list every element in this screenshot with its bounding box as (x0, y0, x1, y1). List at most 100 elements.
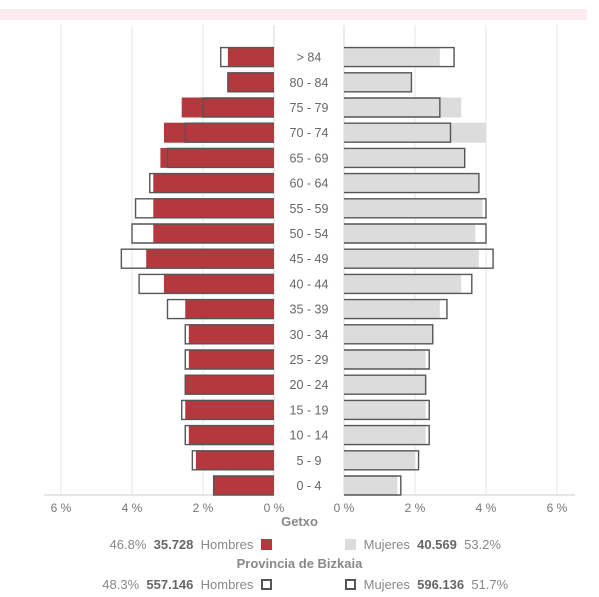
outline-province-women (344, 147, 466, 169)
outline-province-women (344, 298, 448, 320)
bar-getxo-women (344, 97, 462, 118)
legend-getxo-women-pct: 53.2% (464, 537, 501, 552)
bar-getxo-men (185, 299, 274, 320)
bar-getxo-men (188, 324, 274, 345)
outline-province-men (131, 223, 274, 244)
age-group-label: 75 - 79 (290, 101, 329, 115)
bar-getxo-women (344, 173, 479, 194)
age-group-label: 25 - 29 (290, 353, 329, 367)
outline-province-women (344, 46, 455, 68)
legend-province-men-swatch[interactable] (261, 579, 272, 590)
age-group-label: 5 - 9 (296, 454, 321, 468)
legend-province-women-swatch[interactable] (345, 579, 356, 590)
legend-getxo-women-count: 40.569 (417, 537, 457, 552)
age-group-label: 10 - 14 (290, 429, 329, 443)
bar-getxo-men (146, 248, 274, 269)
bar-getxo-women (344, 147, 465, 168)
outline-province-men (134, 198, 274, 219)
legend-getxo-women-swatch[interactable] (345, 539, 356, 550)
bar-getxo-women (344, 72, 412, 93)
legend-province-title: Provincia de Bizkaia (236, 556, 363, 571)
outline-province-men (212, 475, 274, 496)
bar-getxo-men (188, 425, 274, 446)
bar-getxo-women (344, 122, 486, 143)
x-tick-label: 6 % (51, 501, 72, 515)
outline-province-men (184, 324, 274, 345)
legend-getxo-men-label: Hombres (200, 537, 254, 552)
province-outlines (120, 46, 494, 496)
bar-getxo-women (344, 425, 426, 446)
outline-province-women (344, 223, 487, 244)
legend-getxo-women-label: Mujeres (363, 537, 410, 552)
outline-province-women (344, 198, 487, 219)
outline-province-women (344, 72, 413, 93)
outline-province-women (344, 97, 441, 118)
bar-getxo-women (344, 349, 426, 370)
bar-getxo-men (160, 147, 274, 168)
bar-getxo-men (227, 47, 274, 68)
bar-getxo-men (163, 273, 274, 294)
legend-province-women-pct: 51.7% (471, 577, 509, 592)
outline-province-men (138, 273, 274, 295)
legend-getxo-men-swatch[interactable] (261, 539, 272, 550)
bar-getxo-men (188, 349, 274, 370)
legend-province-men-label: Hombres (200, 577, 254, 592)
age-labels: 0 - 4 5 - 9 10 - 14 15 - 19 20 - 24 25 - 29 30… (290, 51, 329, 493)
age-group-label: 70 - 74 (290, 126, 329, 140)
outline-province-men (227, 72, 274, 93)
bar-getxo-women (344, 248, 479, 269)
age-group-label: 55 - 59 (290, 202, 329, 216)
age-group-label: 45 - 49 (290, 252, 329, 266)
age-group-label: 80 - 84 (290, 76, 329, 90)
age-group-label: 40 - 44 (290, 277, 329, 291)
outline-province-women (344, 374, 427, 395)
bar-getxo-women (344, 374, 426, 395)
outline-province-women (344, 273, 473, 295)
age-group-label: 0 - 4 (296, 479, 321, 493)
outline-province-men (202, 97, 274, 118)
legend-getxo-men-pct: 46.8% (109, 537, 147, 552)
bar-getxo-women (344, 198, 483, 219)
bar-getxo-men (195, 450, 274, 471)
x-tick-label: 2 % (405, 501, 426, 515)
age-group-label: 30 - 34 (290, 328, 329, 342)
age-group-label: 35 - 39 (290, 303, 329, 317)
outline-province-women (344, 349, 430, 370)
bar-getxo-women (344, 475, 398, 496)
legend-getxo-men-count: 35.728 (153, 537, 194, 552)
legend-province-women-label: Mujeres (363, 577, 410, 592)
bar-getxo-women (344, 324, 433, 345)
outline-province-men (191, 450, 274, 471)
bar-getxo-men (227, 72, 274, 93)
population-pyramid-chart: 0 - 4 5 - 9 10 - 14 15 - 19 20 - 24 25 - 29 30… (44, 25, 575, 529)
bar-getxo-men (181, 97, 274, 118)
bar-getxo-women (344, 273, 462, 294)
outline-province-women (344, 424, 430, 446)
bar-getxo-men (185, 399, 274, 420)
x-tick-label: 0 % (334, 501, 355, 515)
bar-getxo-women (344, 223, 476, 244)
bar-getxo-men (153, 198, 274, 219)
outline-province-men (184, 374, 274, 395)
legend-province-men-count: 557.146 (146, 577, 194, 592)
age-group-label: 20 - 24 (290, 378, 329, 392)
outline-province-men (166, 298, 274, 320)
x-tick-label: 4 % (122, 501, 143, 515)
outline-province-men (120, 248, 274, 269)
outline-province-women (344, 450, 420, 471)
x-tick-label: 6 % (547, 501, 568, 515)
outline-province-men (184, 122, 274, 143)
legend-getxo-men: 46.8% 35.728 Hombres (110, 537, 276, 552)
bar-getxo-men (153, 223, 274, 244)
bar-getxo-women (344, 450, 415, 471)
bar-getxo-women (344, 299, 440, 320)
x-tick-label: 0 % (264, 501, 285, 515)
bar-getxo-men (185, 374, 274, 395)
outline-province-women (344, 399, 430, 421)
outline-province-men (181, 399, 274, 421)
bar-getxo-women (344, 47, 440, 68)
outline-province-men (149, 172, 274, 194)
x-tick-label: 4 % (476, 501, 497, 515)
x-tick-labels: 6 % 4 % 2 % 0 % 0 % 2 % 4 % 6 % (51, 501, 568, 515)
outline-province-men (184, 424, 274, 446)
